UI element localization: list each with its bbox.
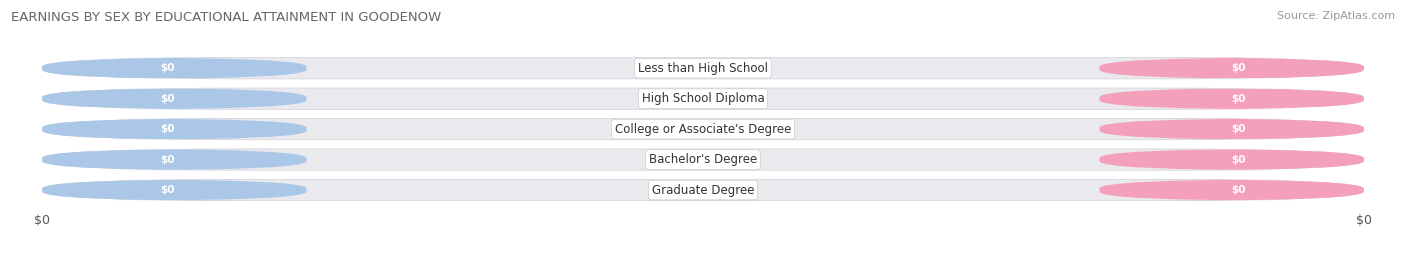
Text: $0: $0 — [160, 155, 174, 165]
FancyBboxPatch shape — [42, 179, 1364, 201]
Text: $0: $0 — [160, 94, 174, 104]
Text: $0: $0 — [1232, 63, 1246, 73]
FancyBboxPatch shape — [1099, 179, 1364, 201]
Text: $0: $0 — [1232, 124, 1246, 134]
Text: $0: $0 — [1232, 185, 1246, 195]
FancyBboxPatch shape — [42, 118, 307, 140]
Text: High School Diploma: High School Diploma — [641, 92, 765, 105]
FancyBboxPatch shape — [42, 58, 307, 79]
Text: $0: $0 — [160, 185, 174, 195]
Text: $0: $0 — [160, 124, 174, 134]
FancyBboxPatch shape — [42, 88, 1364, 109]
FancyBboxPatch shape — [42, 149, 307, 170]
FancyBboxPatch shape — [42, 88, 307, 109]
Text: EARNINGS BY SEX BY EDUCATIONAL ATTAINMENT IN GOODENOW: EARNINGS BY SEX BY EDUCATIONAL ATTAINMEN… — [11, 11, 441, 24]
FancyBboxPatch shape — [1099, 149, 1364, 170]
FancyBboxPatch shape — [1099, 118, 1364, 140]
Text: Bachelor's Degree: Bachelor's Degree — [650, 153, 756, 166]
FancyBboxPatch shape — [42, 58, 1364, 79]
FancyBboxPatch shape — [42, 179, 307, 201]
FancyBboxPatch shape — [42, 149, 1364, 170]
Text: $0: $0 — [1232, 155, 1246, 165]
Text: $0: $0 — [160, 63, 174, 73]
FancyBboxPatch shape — [1099, 58, 1364, 79]
Text: Less than High School: Less than High School — [638, 62, 768, 75]
FancyBboxPatch shape — [1099, 88, 1364, 109]
FancyBboxPatch shape — [42, 118, 1364, 140]
Text: Source: ZipAtlas.com: Source: ZipAtlas.com — [1277, 11, 1395, 21]
Text: College or Associate's Degree: College or Associate's Degree — [614, 123, 792, 136]
Text: $0: $0 — [1232, 94, 1246, 104]
Text: Graduate Degree: Graduate Degree — [652, 183, 754, 197]
